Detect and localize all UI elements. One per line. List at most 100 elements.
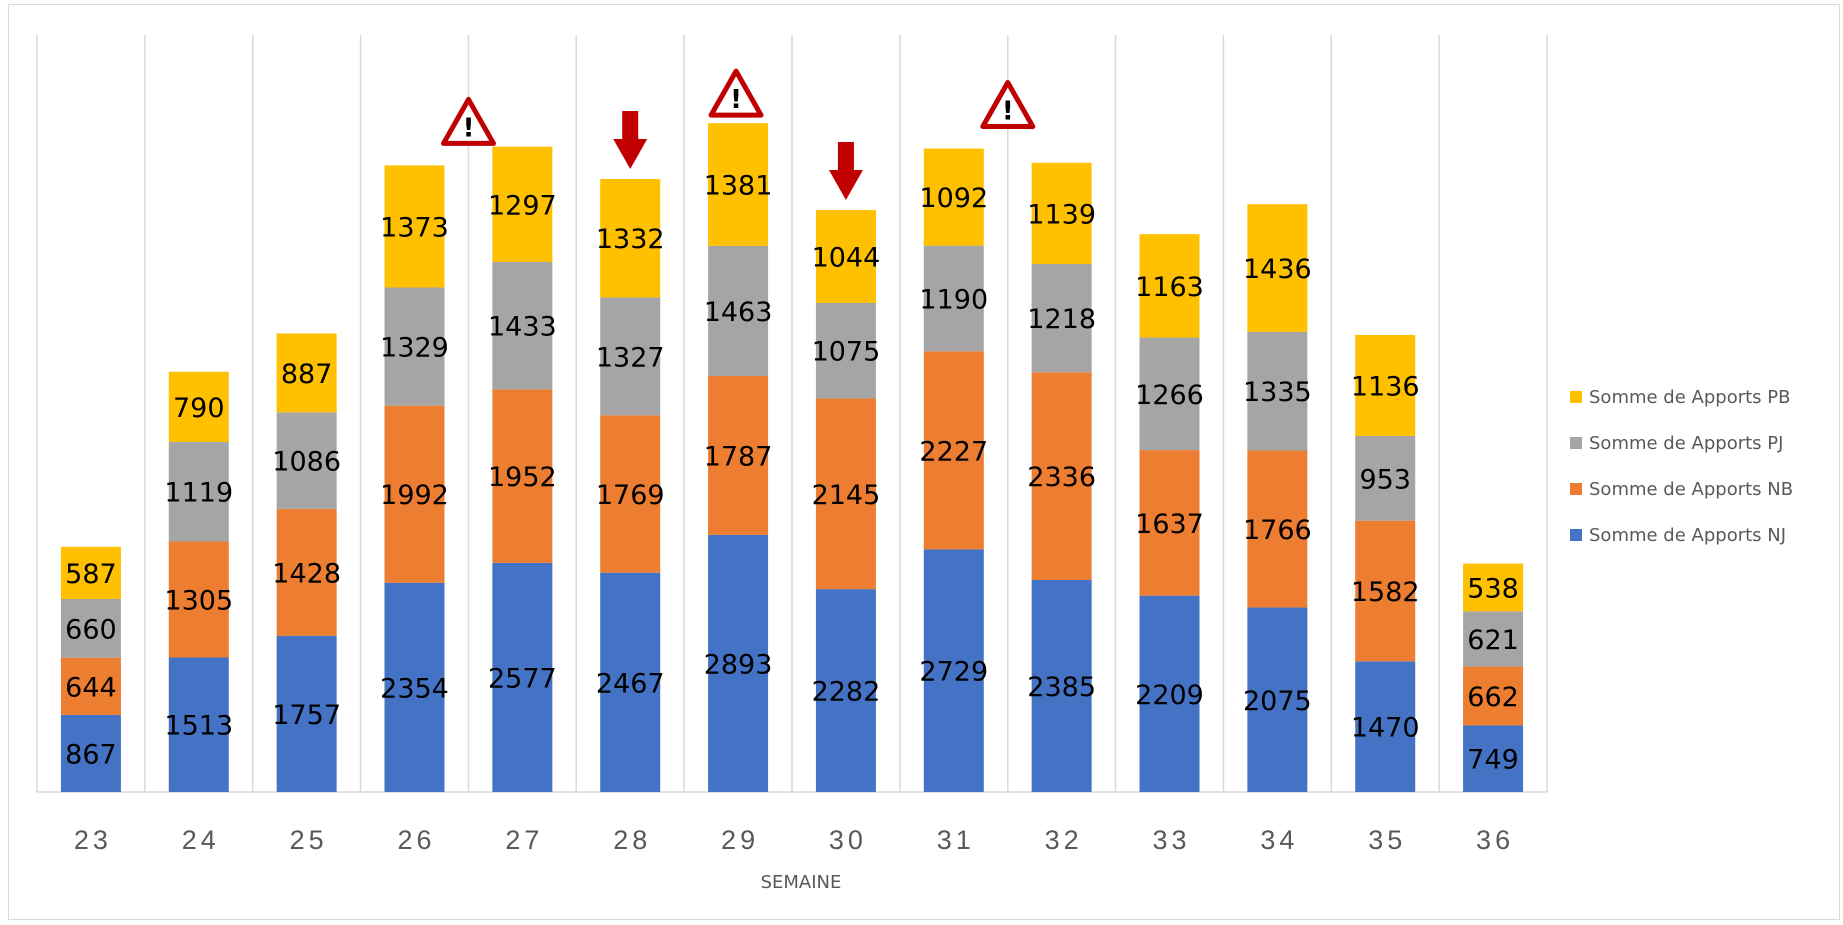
x-tick-label: 28: [613, 825, 651, 855]
bar-segment: [168, 541, 229, 658]
data-label: 621: [1467, 625, 1519, 656]
data-label: 1139: [1027, 199, 1096, 230]
bar-segment: [708, 123, 769, 246]
x-tick-label: 30: [829, 825, 867, 855]
data-label: 1218: [1027, 304, 1096, 335]
data-label: 1086: [272, 447, 341, 478]
x-tick-label: 25: [290, 825, 328, 855]
svg-text:!: !: [463, 113, 475, 143]
data-label: 644: [65, 672, 117, 703]
data-label: 2209: [1135, 680, 1204, 711]
legend-label: Somme de Apports PJ: [1589, 433, 1783, 454]
data-label: 1329: [380, 333, 449, 364]
bar-segment: [168, 657, 229, 792]
bar-segment: [1247, 450, 1308, 608]
x-tick-label: 29: [721, 825, 759, 855]
bar-segment: [1247, 204, 1308, 332]
data-label: 1637: [1135, 509, 1204, 540]
bar-segment: [1463, 563, 1524, 612]
bar-segment: [1247, 607, 1308, 792]
x-axis-title: SEMAINE: [761, 872, 842, 893]
bar-segment: [384, 287, 445, 406]
bar-segment: [276, 508, 337, 636]
bar-segment: [1247, 331, 1308, 451]
data-label: 2467: [596, 668, 665, 699]
data-label: 1075: [812, 337, 881, 368]
bar-segment: [168, 371, 229, 443]
bar-segment: [1355, 334, 1416, 436]
data-label: 867: [65, 739, 117, 770]
bar-segment: [815, 398, 876, 590]
bar-segment: [1139, 234, 1200, 338]
legend-swatch: [1570, 437, 1582, 449]
stacked-bar-chart: 867 644 660 587 23 1513 1305 1119 790 24 1757 1428 1…: [36, 35, 1793, 893]
legend-swatch: [1570, 391, 1582, 403]
bar-segment: [815, 589, 876, 792]
x-tick-label: 26: [397, 825, 435, 855]
data-label: 2893: [704, 649, 773, 680]
data-label: 1470: [1351, 713, 1420, 744]
data-label: 2354: [380, 673, 449, 704]
x-tick-label: 34: [1260, 825, 1298, 855]
bar-segment: [1031, 579, 1092, 792]
data-label: 660: [65, 614, 117, 645]
data-label: 1373: [380, 212, 449, 243]
bar-segment: [923, 351, 984, 550]
x-tick-label: 24: [182, 825, 220, 855]
data-label: 2282: [812, 677, 881, 708]
warning-triangle-icon: !: [980, 80, 1036, 130]
data-label: 2227: [919, 436, 988, 467]
bar-segment: [384, 165, 445, 288]
data-label: 1428: [272, 558, 341, 589]
bar-segment: [708, 375, 769, 535]
data-label: 2075: [1243, 686, 1312, 717]
bar-segment: [1139, 595, 1200, 792]
x-tick-label: 27: [505, 825, 543, 855]
data-label: 2145: [812, 480, 881, 511]
data-label: 2729: [919, 657, 988, 688]
data-label: 1092: [919, 183, 988, 214]
bar-segment: [384, 582, 445, 792]
bar-segment: [1031, 162, 1092, 265]
x-tick-label: 23: [74, 825, 112, 855]
legend-swatch: [1570, 529, 1582, 541]
data-label: 1766: [1243, 515, 1312, 546]
bar-segment: [384, 405, 445, 583]
bar-segment: [1463, 725, 1524, 792]
data-label: 1136: [1351, 371, 1420, 402]
data-label: 1266: [1135, 380, 1204, 411]
bar-segment: [276, 635, 337, 792]
svg-text:!: !: [730, 85, 742, 115]
bar-segment: [1355, 520, 1416, 662]
data-label: 1044: [812, 242, 881, 273]
bar-segment: [492, 146, 553, 262]
bar-segment: [1355, 661, 1416, 792]
legend-swatch: [1570, 483, 1582, 495]
bar-segment: [60, 657, 121, 715]
data-label: 749: [1467, 745, 1519, 776]
bar-segment: [1139, 337, 1200, 451]
data-label: 1769: [596, 480, 665, 511]
bar-segment: [600, 415, 661, 573]
warning-triangle-icon: !: [708, 68, 764, 118]
data-label: 1582: [1351, 577, 1420, 608]
data-label: 662: [1467, 682, 1519, 713]
bar-segment: [60, 598, 121, 658]
data-label: 1305: [164, 585, 233, 616]
bar-segment: [923, 549, 984, 792]
chart-container: 867 644 660 587 23 1513 1305 1119 790 24 1757 1428 1…: [8, 4, 1840, 920]
data-label: 887: [281, 359, 333, 390]
bar-segment: [276, 412, 337, 509]
bar-segment: [276, 333, 337, 413]
bar-segment: [815, 210, 876, 303]
bar-segment: [1139, 450, 1200, 596]
bar-segment: [600, 572, 661, 792]
data-label: 2336: [1027, 462, 1096, 493]
data-label: 1381: [704, 171, 773, 202]
bar-segment: [60, 714, 121, 792]
data-label: 1332: [596, 224, 665, 255]
data-label: 1952: [488, 462, 557, 493]
data-label: 1327: [596, 342, 665, 373]
bar-segment: [1463, 611, 1524, 667]
bar-segment: [815, 302, 876, 399]
